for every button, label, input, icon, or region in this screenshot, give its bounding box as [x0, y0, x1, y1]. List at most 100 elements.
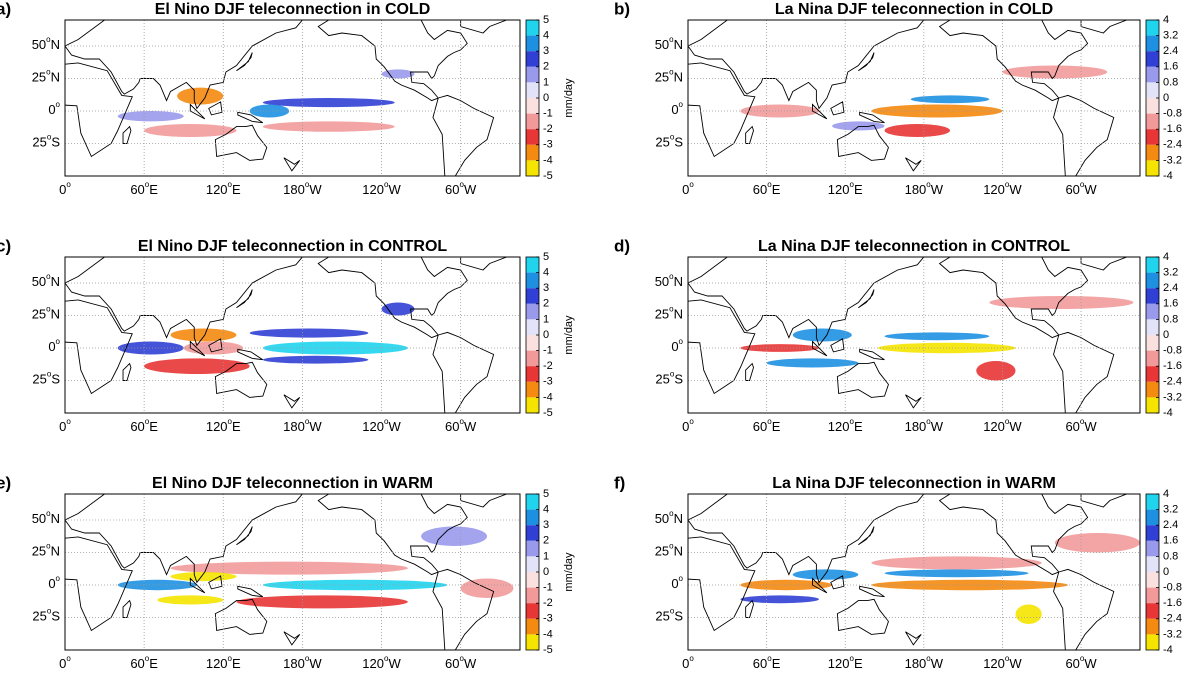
- x-tick-label: 60oE: [130, 654, 158, 671]
- degree-sign: o: [669, 272, 674, 281]
- tick-number: 0: [682, 419, 689, 434]
- degree-sign: o: [47, 370, 52, 379]
- y-tick-label: 50oN: [32, 35, 60, 52]
- colorbar-tick-label: -4: [1163, 644, 1173, 656]
- degree-sign: o: [305, 417, 310, 426]
- colorbar-tick-label: -3.2: [1163, 391, 1182, 403]
- hemisphere: W: [464, 419, 477, 434]
- degree-sign: o: [669, 305, 674, 314]
- precip-anomaly: [740, 344, 820, 352]
- y-tick-label: 50oN: [655, 509, 683, 526]
- x-tick-label: 60oE: [130, 417, 158, 434]
- colorbar-band: [1146, 82, 1159, 98]
- y-tick-label: 25oS: [655, 133, 683, 150]
- tick-number: 50: [655, 274, 669, 289]
- colorbar-band: [526, 20, 539, 36]
- map-field: [65, 20, 514, 176]
- tick-number: 120: [983, 182, 1005, 197]
- x-tick-label: 60oW: [1065, 417, 1097, 434]
- map-frame: [687, 493, 1141, 651]
- degree-sign: o: [46, 509, 51, 518]
- precip-anomaly: [989, 296, 1134, 309]
- colorbar-tick-label: 3.2: [1163, 267, 1178, 279]
- colorbar-tick-label: -1.6: [1163, 360, 1182, 372]
- degree-sign: o: [1005, 180, 1010, 189]
- degree-sign: o: [47, 607, 52, 616]
- y-tick-label: 0o: [671, 337, 683, 354]
- hemisphere: W: [1084, 656, 1097, 671]
- colorbar-band: [1146, 257, 1159, 273]
- tick-number: 50: [32, 274, 46, 289]
- colorbar-tick-label: 1: [543, 550, 549, 562]
- colorbar-tick-label: 1: [543, 313, 549, 325]
- map-frame: [64, 493, 521, 651]
- hemisphere: E: [149, 656, 158, 671]
- colorbar-tick-label: -4: [543, 391, 553, 403]
- tick-number: 0: [48, 102, 55, 117]
- colorbar-tick-label: 0: [543, 92, 549, 104]
- coastline: [65, 20, 514, 176]
- hemisphere: E: [772, 656, 781, 671]
- tick-number: 0: [48, 339, 55, 354]
- x-tick-label: 120oW: [362, 417, 401, 434]
- panel-title: El Nino DJF teleconnection in CONTROL: [138, 238, 448, 255]
- precip-anomaly: [1015, 604, 1042, 624]
- colorbar-band: [1146, 20, 1159, 36]
- hemisphere: E: [149, 182, 158, 197]
- precip-anomaly: [170, 561, 408, 575]
- hemisphere: W: [309, 182, 322, 197]
- degree-sign: o: [689, 180, 694, 189]
- x-tick-label: 60oW: [1065, 654, 1097, 671]
- tick-number: 120: [828, 656, 850, 671]
- degree-sign: o: [1080, 180, 1085, 189]
- precip-anomaly: [262, 579, 448, 591]
- degree-sign: o: [689, 654, 694, 663]
- colorbar-band: [526, 98, 539, 114]
- colorbar-band: [1146, 556, 1159, 572]
- coastline: [688, 20, 1135, 176]
- colorbar-band: [1146, 35, 1159, 52]
- tick-number: 60: [445, 656, 459, 671]
- tick-number: 180: [283, 419, 305, 434]
- colorbar-tick-label: 0: [1163, 329, 1169, 341]
- colorbar-band: [1146, 272, 1159, 289]
- hemisphere: N: [51, 307, 60, 322]
- hemisphere: W: [1084, 419, 1097, 434]
- map-field: [65, 494, 514, 650]
- degree-sign: o: [767, 417, 772, 426]
- tick-number: 180: [905, 656, 927, 671]
- degree-sign: o: [926, 417, 931, 426]
- colorbar-band: [1146, 335, 1159, 351]
- colorbar-tick-label: -4: [543, 628, 553, 640]
- colorbar-band: [1146, 160, 1159, 176]
- colorbar-band: [526, 51, 539, 67]
- y-tick-label: 25oN: [32, 68, 60, 85]
- tick-number: 50: [32, 37, 46, 52]
- precip-anomaly: [170, 572, 237, 582]
- colorbar-band: [1146, 540, 1159, 557]
- tick-number: 120: [362, 419, 384, 434]
- colorbar-band: [526, 35, 539, 52]
- y-tick-label: 25oN: [655, 68, 683, 85]
- colorbar-tick-label: 4: [1163, 488, 1169, 500]
- x-tick-label: 120oW: [983, 180, 1022, 197]
- tick-number: 120: [362, 656, 384, 671]
- precip-anomaly: [1002, 65, 1108, 79]
- colorbar-tick-label: 4: [1163, 251, 1169, 263]
- precip-anomaly: [177, 87, 224, 105]
- colorbar-tick-label: 0.8: [1163, 313, 1178, 325]
- degree-sign: o: [46, 35, 51, 44]
- colorbar-tick-label: 3: [543, 519, 549, 531]
- tick-number: 50: [32, 511, 46, 526]
- colorbar-tick-label: -1: [543, 345, 553, 357]
- colorbar-tick-label: 3: [543, 282, 549, 294]
- precip-anomaly: [144, 358, 250, 374]
- degree-sign: o: [670, 607, 675, 616]
- colorbar-tick-label: -2.4: [1163, 613, 1182, 625]
- tick-number: 120: [828, 182, 850, 197]
- colorbar-tick-label: -0.8: [1163, 108, 1182, 120]
- tick-number: 120: [983, 419, 1005, 434]
- y-tick-label: 50oN: [655, 35, 683, 52]
